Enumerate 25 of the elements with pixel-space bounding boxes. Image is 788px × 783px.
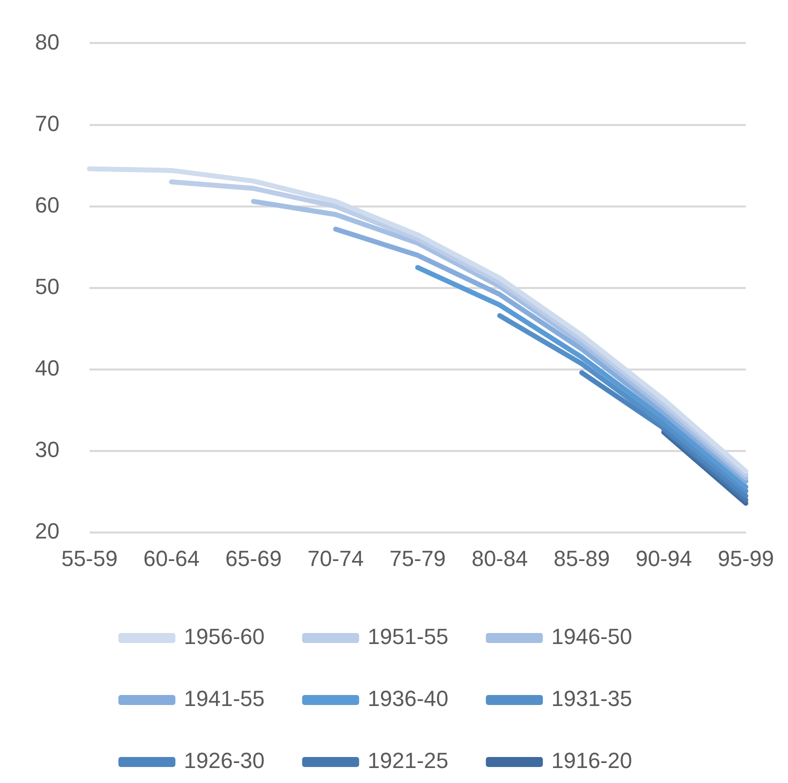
x-tick-label: 85-89 xyxy=(554,546,610,571)
x-tick-label: 90-94 xyxy=(636,546,692,571)
y-tick-label: 70 xyxy=(34,110,60,136)
x-tick-label: 95-99 xyxy=(718,546,774,571)
x-tick-label: 60-64 xyxy=(143,546,200,571)
y-tick-label: 50 xyxy=(34,274,60,299)
y-tick-label: 20 xyxy=(34,518,60,544)
legend-label: 1916-20 xyxy=(551,748,632,774)
y-tick-label: 40 xyxy=(34,356,60,381)
y-tick-label: 80 xyxy=(34,29,60,54)
x-tick-label: 70-74 xyxy=(307,546,364,571)
legend-label: 1921-25 xyxy=(368,748,448,774)
legend-label: 1946-50 xyxy=(551,624,632,650)
legend-label: 1941-55 xyxy=(184,686,265,712)
legend-label: 1936-40 xyxy=(368,686,448,712)
x-tick-label: 55-59 xyxy=(61,546,118,571)
y-tick-label: 60 xyxy=(34,192,60,218)
legend-label: 1951-55 xyxy=(368,624,448,650)
x-tick-label: 65-69 xyxy=(225,546,282,571)
x-tick-label: 80-84 xyxy=(472,546,528,571)
y-tick-label: 30 xyxy=(34,437,60,462)
legend-label: 1926-30 xyxy=(184,748,265,774)
legend-label: 1956-60 xyxy=(184,624,265,650)
x-tick-label: 75-79 xyxy=(390,546,446,571)
legend-label: 1931-35 xyxy=(551,686,632,712)
